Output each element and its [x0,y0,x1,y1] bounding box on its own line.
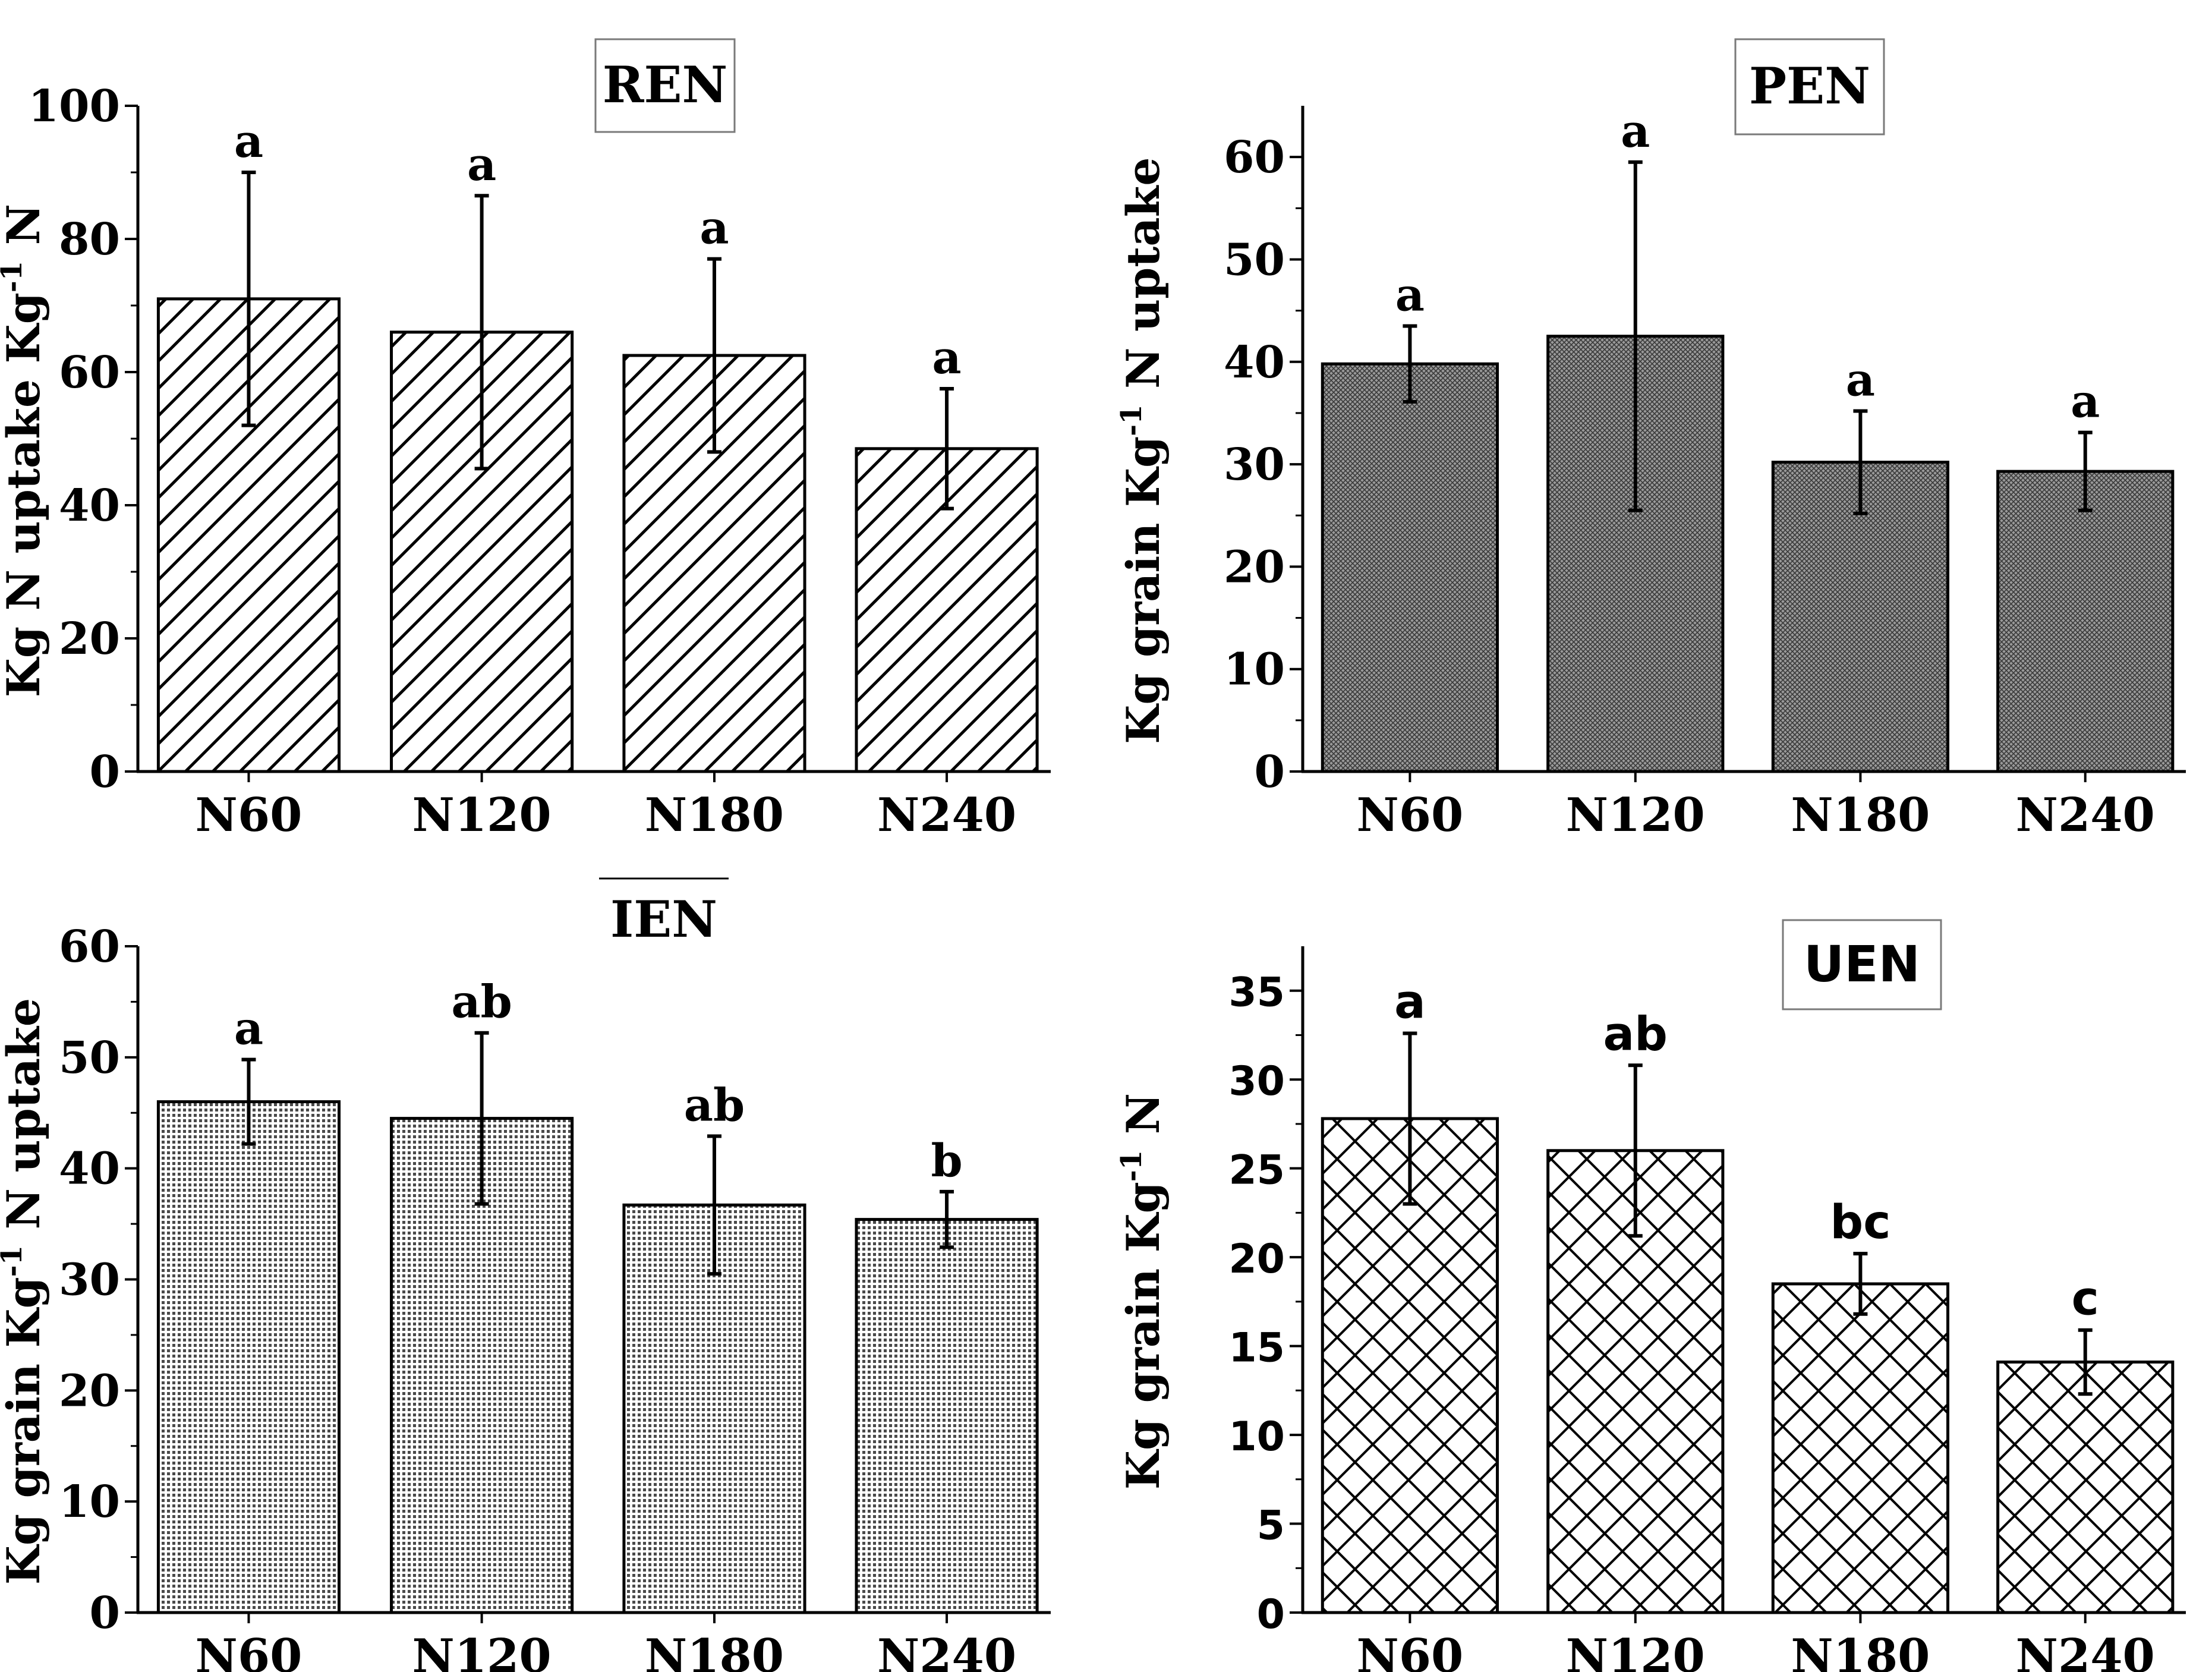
y-tick-label: 60 [1224,132,1285,183]
bar-n180 [1771,1282,1950,1614]
y-tick-label: 50 [59,1032,120,1084]
significance-label: a [234,115,263,168]
x-tick-label: N240 [2016,788,2155,842]
bar-n240 [1996,1361,2175,1614]
y-tick-label: 30 [1224,439,1285,490]
y-tick-label: 35 [1228,969,1285,1016]
y-tick-label: 10 [1228,1413,1285,1460]
x-tick-label: N60 [1356,788,1463,842]
x-tick-label: N60 [196,788,303,842]
x-tick-label: N120 [1566,788,1705,842]
x-tick-label: N180 [1791,1629,1930,1672]
chart-title: REN [603,55,728,114]
y-tick-label: 0 [90,747,121,798]
y-tick-label: 0 [90,1588,121,1639]
chart-title: PEN [1749,56,1870,115]
bar-n240 [855,1218,1039,1614]
significance-label: a [1395,268,1425,321]
significance-label: a [932,331,961,384]
panel-ien: IEN a N60 ab N120 ab N180 b N240 0 10 20 30 40 50 60Kg … [0,877,1051,1672]
bar-n240 [1996,470,2175,773]
bar-n60 [1321,362,1499,773]
y-tick-label: 50 [1224,234,1285,285]
significance-label: a [1846,353,1875,406]
panel-pen: PEN a N60 a N120 a N180 a N240 0 10 20 30 40 50 60 Kg gr… [1115,38,2186,842]
y-tick-label: 10 [1224,644,1285,695]
y-tick-label: 15 [1228,1325,1285,1372]
significance-label: ab [451,975,512,1028]
y-tick-label: 40 [59,480,120,531]
significance-label: b [931,1134,962,1187]
y-tick-label: 40 [59,1144,120,1195]
significance-label: a [1621,105,1650,158]
title-box [1782,919,1942,1010]
significance-label: ab [684,1078,745,1131]
x-tick-label: N240 [877,788,1016,842]
y-tick-label: 80 [59,214,120,265]
x-tick-label: N180 [645,788,784,842]
significance-label: c [2072,1273,2099,1326]
y-axis-label: Kg grain Kg-1 N uptake [1115,157,1170,744]
y-tick-label: 0 [1257,1591,1285,1638]
x-tick-label: N120 [1566,1629,1705,1672]
x-tick-label: N180 [645,1629,784,1672]
x-tick-label: N240 [877,1629,1016,1672]
y-tick-label: 20 [59,1365,120,1416]
x-tick-label: N120 [412,788,552,842]
x-tick-label: N60 [196,1629,303,1672]
x-tick-label: N180 [1791,788,1930,842]
panel-uen: UEN a N60 ab N120 bc N180 c N240 0 5 10 15 20 25 30 35 Kg… [1115,919,2186,1672]
y-tick-label: 40 [1224,337,1285,388]
y-tick-label: 100 [29,81,120,132]
y-tick-label: 20 [1224,541,1285,593]
significance-label: a [234,1002,263,1055]
y-tick-label: 60 [59,347,120,398]
significance-label: a [699,201,729,254]
title-box [1734,38,1885,136]
y-axis-label: Kg N uptake Kg-1 N [0,204,50,697]
y-tick-label: 5 [1257,1503,1285,1550]
x-tick-label: N120 [412,1629,552,1672]
significance-label: ab [1603,1007,1668,1061]
y-axis-label: Kg grain Kg-1 N uptake [0,998,50,1585]
bar-n60 [156,1100,341,1614]
bar-n180 [622,354,806,773]
significance-label: a [1394,975,1426,1029]
x-tick-label: N60 [1356,1629,1463,1672]
significance-label: a [467,138,496,191]
y-tick-label: 30 [1228,1058,1285,1105]
y-tick-label: 10 [59,1476,120,1528]
significance-label: bc [1830,1196,1890,1249]
y-tick-label: 30 [59,1255,120,1306]
chart-title: UEN [1804,935,1920,993]
y-tick-label: 0 [1255,747,1285,798]
significance-label: a [2071,375,2100,428]
y-tick-label: 25 [1228,1147,1285,1194]
y-tick-label: 20 [59,613,120,665]
title-box [594,38,736,133]
y-tick-label: 20 [1228,1236,1285,1283]
chart-title: IEN [610,890,717,949]
y-axis-label: Kg grain Kg-1 N [1115,1093,1170,1490]
y-tick-label: 60 [59,921,120,972]
panel-ren: REN a N60 a N120 a N180 a N240 0 20 40 60 80 100 Kg N u… [0,38,1051,842]
x-tick-label: N240 [2016,1629,2155,1672]
